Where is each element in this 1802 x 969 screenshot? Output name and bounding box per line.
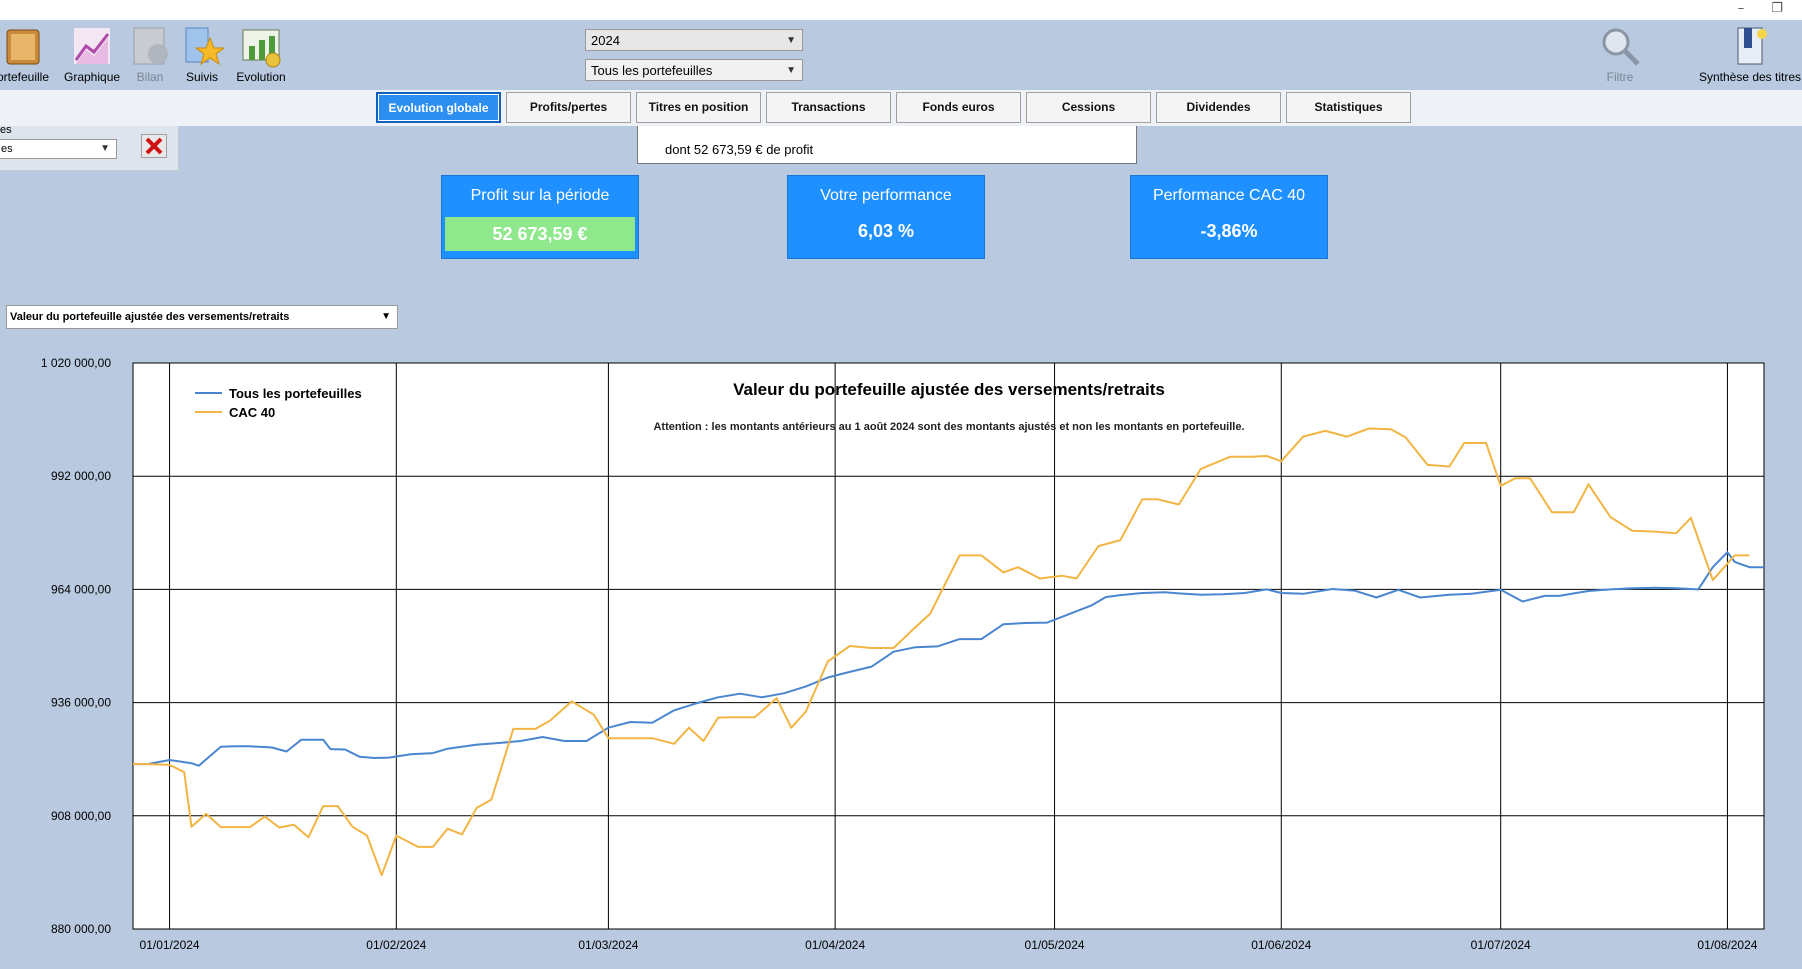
chevron-down-icon: ▼ bbox=[786, 65, 796, 76]
y-tick-label: 992 000,00 bbox=[51, 469, 111, 483]
filter-button[interactable]: Filtre bbox=[1592, 24, 1648, 84]
x-tick-label: 01/01/2024 bbox=[140, 938, 200, 952]
profit-card: Profit sur la période 52 673,59 € bbox=[441, 175, 639, 259]
x-tick-label: 01/04/2024 bbox=[805, 938, 865, 952]
profit-tooltip-text: dont 52 673,59 € de profit bbox=[665, 142, 814, 157]
performance-card: Votre performance 6,03 % bbox=[787, 175, 985, 259]
toolbar-balance-button[interactable]: Bilan bbox=[124, 24, 176, 84]
chart-subtitle: Attention : les montants antérieurs au 1… bbox=[653, 421, 1244, 433]
tab-evolution-globale[interactable]: Evolution globale bbox=[376, 92, 501, 123]
toolbar-watchlist-label: Suivis bbox=[185, 70, 218, 84]
profit-tooltip-popup: dont 52 673,59 € de profit bbox=[637, 126, 1137, 164]
y-tick-label: 1 020 000,00 bbox=[41, 356, 111, 370]
profit-card-value: 52 673,59 € bbox=[445, 217, 635, 251]
cac-card-value: -3,86% bbox=[1200, 221, 1258, 241]
chart-title: Valeur du portefeuille ajustée des verse… bbox=[733, 380, 1165, 399]
x-axis-ticks: 01/01/2024 01/02/2024 01/03/2024 01/04/2024… bbox=[140, 938, 1758, 952]
legend-label-cac: CAC 40 bbox=[229, 405, 275, 420]
x-tick-label: 01/08/2024 bbox=[1697, 938, 1757, 952]
left-panel-select-value: es bbox=[1, 143, 13, 155]
delete-filter-button[interactable] bbox=[141, 134, 167, 158]
y-axis-ticks: 1 020 000,00 992 000,00 964 000,00 936 000,… bbox=[41, 356, 111, 936]
synthesis-button[interactable]: Synthèse des titres bbox=[1698, 24, 1802, 84]
legend-label-portfolio: Tous les portefeuilles bbox=[229, 386, 362, 401]
left-panel-label: es bbox=[0, 124, 12, 136]
tab-bar: Evolution globale Profits/pertes Titres … bbox=[0, 90, 1802, 126]
tab-fonds-euros[interactable]: Fonds euros bbox=[896, 92, 1021, 123]
toolbar: ortefeuille Graphique Bilan Suivis Evolu… bbox=[0, 20, 1802, 90]
series-line-portfolio bbox=[133, 551, 1764, 767]
toolbar-evolution-button[interactable]: Evolution bbox=[232, 24, 290, 84]
tab-profits-pertes[interactable]: Profits/pertes bbox=[506, 92, 631, 123]
x-tick-label: 01/05/2024 bbox=[1025, 938, 1085, 952]
portfolio-icon bbox=[1, 24, 45, 68]
x-tick-label: 01/03/2024 bbox=[578, 938, 638, 952]
synthesis-label: Synthèse des titres bbox=[1698, 70, 1802, 84]
left-panel-select[interactable]: es ▼ bbox=[0, 139, 117, 159]
y-tick-label: 880 000,00 bbox=[51, 922, 111, 936]
tab-cessions[interactable]: Cessions bbox=[1026, 92, 1151, 123]
y-tick-label: 908 000,00 bbox=[51, 809, 111, 823]
plot-area bbox=[132, 362, 1765, 930]
tab-dividendes[interactable]: Dividendes bbox=[1156, 92, 1281, 123]
magnifier-icon bbox=[1598, 24, 1642, 68]
cac-card-title: Performance CAC 40 bbox=[1152, 187, 1306, 204]
y-tick-label: 936 000,00 bbox=[51, 696, 111, 710]
x-tick-label: 01/06/2024 bbox=[1251, 938, 1311, 952]
toolbar-balance-label: Bilan bbox=[136, 70, 164, 84]
filter-label: Filtre bbox=[1606, 70, 1634, 84]
chart-series bbox=[133, 427, 1764, 877]
title-bar: – ❐ bbox=[0, 0, 1802, 20]
evolution-chart: 1 020 000,00 992 000,00 964 000,00 936 000,… bbox=[41, 356, 1765, 952]
tab-titres-en-position[interactable]: Titres en position bbox=[636, 92, 761, 123]
toolbar-chart-label: Graphique bbox=[64, 70, 121, 84]
tab-transactions[interactable]: Transactions bbox=[766, 92, 891, 123]
toolbar-watchlist-button[interactable]: Suivis bbox=[176, 24, 228, 84]
chart-type-select[interactable]: Valeur du portefeuille ajustée des verse… bbox=[6, 305, 398, 329]
chart-legend: Tous les portefeuilles CAC 40 bbox=[195, 386, 362, 420]
x-tick-label: 01/02/2024 bbox=[366, 938, 426, 952]
year-select[interactable]: 2024 ▼ bbox=[585, 29, 803, 51]
close-icon bbox=[145, 137, 163, 155]
chart-type-select-value: Valeur du portefeuille ajustée des verse… bbox=[10, 311, 290, 323]
year-select-value: 2024 bbox=[591, 33, 620, 48]
portfolio-select[interactable]: Tous les portefeuilles ▼ bbox=[585, 59, 803, 81]
chevron-down-icon: ▼ bbox=[381, 311, 391, 322]
star-icon bbox=[180, 24, 226, 68]
toolbar-portfolio-label: ortefeuille bbox=[0, 70, 50, 84]
chart-grid bbox=[133, 363, 1764, 929]
restore-icon[interactable]: ❐ bbox=[1771, 1, 1783, 16]
portfolio-select-value: Tous les portefeuilles bbox=[591, 63, 713, 78]
evolution-icon bbox=[239, 24, 283, 68]
toolbar-portfolio-button[interactable]: ortefeuille bbox=[0, 24, 56, 84]
toolbar-chart-button[interactable]: Graphique bbox=[64, 24, 120, 84]
chevron-down-icon: ▼ bbox=[786, 35, 796, 46]
toolbar-evolution-label: Evolution bbox=[236, 70, 286, 84]
profit-card-title: Profit sur la période bbox=[470, 187, 610, 204]
chevron-down-icon: ▼ bbox=[100, 143, 110, 154]
tab-statistiques[interactable]: Statistiques bbox=[1286, 92, 1411, 123]
chart-icon bbox=[70, 24, 114, 68]
balance-icon bbox=[128, 24, 172, 68]
book-icon bbox=[1728, 24, 1772, 68]
performance-card-title: Votre performance bbox=[820, 187, 952, 204]
cac-card: Performance CAC 40 -3,86% bbox=[1130, 175, 1328, 259]
performance-card-value: 6,03 % bbox=[857, 221, 915, 241]
x-tick-label: 01/07/2024 bbox=[1471, 938, 1531, 952]
minimize-icon[interactable]: – bbox=[1737, 1, 1745, 16]
series-line-cac40 bbox=[133, 427, 1750, 877]
y-tick-label: 964 000,00 bbox=[51, 582, 111, 596]
